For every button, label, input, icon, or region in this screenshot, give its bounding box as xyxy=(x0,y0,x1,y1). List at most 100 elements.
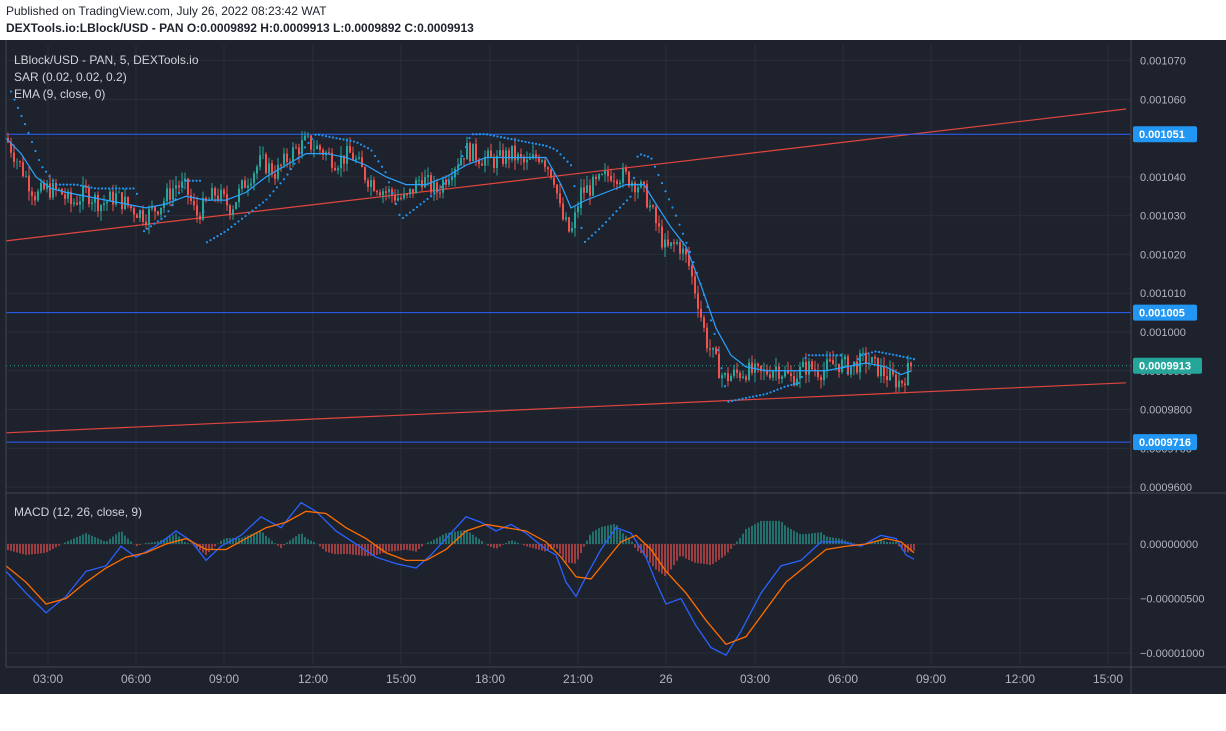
sar-dot xyxy=(790,383,793,386)
sar-dot xyxy=(275,186,279,189)
time-axis-label: 15:00 xyxy=(1093,672,1123,686)
sar-dot xyxy=(489,133,492,137)
sar-dot xyxy=(601,224,604,227)
sar-dot xyxy=(282,178,286,181)
sar-dot xyxy=(912,358,916,361)
trendline xyxy=(5,108,1127,242)
sar-dot xyxy=(629,195,632,198)
sar-dot xyxy=(107,187,111,190)
sar-dot xyxy=(874,350,877,353)
sar-dot xyxy=(559,153,562,156)
sar-dot xyxy=(825,354,828,357)
sar-dot xyxy=(510,138,513,141)
sar-dot xyxy=(678,223,681,226)
sar-dot xyxy=(433,192,436,195)
sar-dot xyxy=(667,198,671,201)
sar-dot xyxy=(786,384,790,387)
sar-dot xyxy=(345,139,349,142)
sar-dot xyxy=(625,199,629,202)
sar-dot xyxy=(608,217,611,220)
sar-dot xyxy=(307,141,310,145)
sar-dot xyxy=(492,134,496,137)
sar-dot xyxy=(713,332,716,336)
sar-dot xyxy=(258,204,261,207)
sar-dot xyxy=(583,240,587,243)
sar-dot xyxy=(643,154,646,157)
sar-dot xyxy=(342,138,345,141)
price-chart[interactable]: 03:00 06:00 09:00 12:00 15:00 18:00 21:00 26 03:… xyxy=(0,40,1226,694)
sar-dot xyxy=(804,356,807,360)
sar-dot xyxy=(370,149,373,152)
sar-dot xyxy=(422,200,426,203)
sar-dot xyxy=(279,182,282,185)
sar-dot xyxy=(457,164,461,167)
sar-dot xyxy=(881,351,884,354)
footer-brand[interactable]: TradingView xyxy=(6,703,124,725)
sar-dot xyxy=(443,182,447,185)
sar-dot xyxy=(139,211,142,214)
macd-axis-label: −0.00001000 xyxy=(1140,648,1205,660)
sar-dot xyxy=(97,187,100,190)
sar-dot xyxy=(349,139,352,142)
sar-dot xyxy=(310,137,314,140)
last-price-label-box xyxy=(1133,357,1202,374)
sar-dot xyxy=(23,123,27,126)
sar-dot xyxy=(338,137,342,140)
sar-dot xyxy=(62,183,65,186)
sar-dot xyxy=(800,375,804,379)
sar-dot xyxy=(765,392,769,395)
sar-dot xyxy=(776,388,779,391)
sar-dot xyxy=(895,354,898,357)
ohlc-values: O:0.0009892 H:0.0009913 L:0.0009892 C:0.… xyxy=(186,21,474,35)
sar-dot xyxy=(720,367,723,370)
sar-dot xyxy=(450,175,454,178)
time-axis-label: 15:00 xyxy=(386,672,416,686)
sar-dot xyxy=(125,187,128,190)
sar-dot xyxy=(863,353,867,356)
sar-dot xyxy=(573,185,576,188)
sar-dot xyxy=(377,160,380,163)
sar-dot xyxy=(384,171,387,174)
sar-dot xyxy=(83,185,86,188)
sar-dot xyxy=(636,155,639,158)
sar-dot xyxy=(905,356,909,359)
sar-dot xyxy=(622,202,625,206)
sar-dot xyxy=(100,187,104,190)
sar-dot xyxy=(867,352,870,355)
price-axis-label: 0.001010 xyxy=(1140,288,1186,300)
sar-dot xyxy=(818,354,821,357)
sar-dot xyxy=(303,146,307,149)
sar-dot xyxy=(898,355,902,358)
sar-dot xyxy=(391,192,394,195)
sar-dot xyxy=(247,212,251,215)
sar-dot xyxy=(517,139,520,142)
trendline xyxy=(5,382,1127,434)
price-axis-label: 0.001060 xyxy=(1140,94,1186,106)
sar-dot xyxy=(205,241,209,244)
sar-dot xyxy=(212,237,216,240)
macd-pane[interactable] xyxy=(5,501,915,657)
sar-dot xyxy=(104,187,107,190)
legend-title: LBlock/USD - PAN, 5, DEXTools.io xyxy=(14,53,199,67)
sar-dot xyxy=(569,164,573,167)
sar-dot xyxy=(58,183,62,186)
sar-dot xyxy=(671,206,674,209)
sar-dot xyxy=(380,165,384,168)
sar-dot xyxy=(692,261,695,264)
sar-dot xyxy=(272,190,275,193)
sar-dot xyxy=(170,204,174,207)
sar-dot xyxy=(195,179,198,182)
sar-dot xyxy=(814,354,818,357)
sar-dot xyxy=(314,133,317,136)
sar-dot xyxy=(891,353,895,356)
sar-dot xyxy=(727,400,730,403)
sar-dot xyxy=(142,230,146,233)
sar-dot xyxy=(615,210,618,213)
time-axis-label: 03:00 xyxy=(33,672,63,686)
sar-dot xyxy=(590,234,594,237)
sar-dot xyxy=(233,223,237,226)
sar-dot xyxy=(807,354,811,357)
sar-dot xyxy=(646,155,650,158)
sar-dot xyxy=(265,198,268,201)
price-axis-label: 0.0009600 xyxy=(1140,482,1192,494)
